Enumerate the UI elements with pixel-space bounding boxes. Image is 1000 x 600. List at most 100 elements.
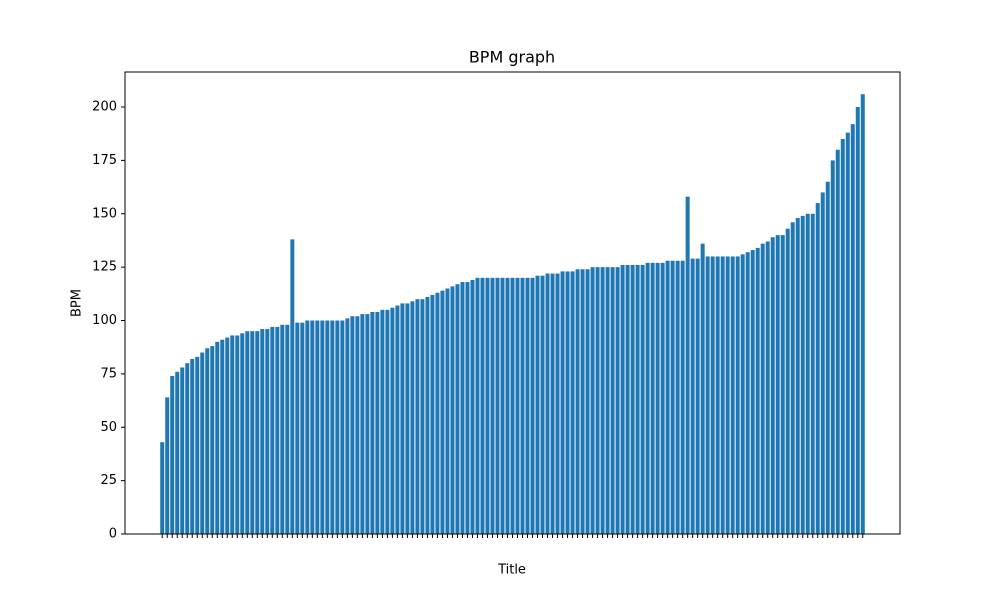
bar: [395, 305, 400, 534]
bar: [710, 256, 715, 534]
bar: [760, 243, 765, 534]
bar: [350, 316, 355, 534]
bar: [260, 329, 265, 534]
bar: [560, 271, 565, 534]
bar: [590, 267, 595, 534]
bar: [720, 256, 725, 534]
bar: [500, 277, 505, 534]
bar: [410, 301, 415, 534]
y-tick-label: 75: [100, 366, 117, 381]
bar: [400, 303, 405, 534]
bar: [605, 267, 610, 534]
y-tick-label: 175: [92, 153, 117, 168]
bar: [540, 275, 545, 534]
bar: [230, 335, 235, 534]
bar: [580, 269, 585, 534]
bar: [735, 256, 740, 534]
bar: [660, 262, 665, 534]
bar: [755, 247, 760, 534]
bar: [665, 260, 670, 534]
bar: [365, 314, 370, 534]
bar: [305, 320, 310, 534]
bar: [700, 243, 705, 534]
bar: [190, 358, 195, 534]
bar: [280, 324, 285, 534]
bar: [330, 320, 335, 534]
bar: [515, 277, 520, 534]
bar: [620, 264, 625, 534]
bar: [360, 314, 365, 534]
bar: [165, 397, 170, 534]
bar: [570, 271, 575, 534]
bar: [405, 303, 410, 534]
bar: [820, 192, 825, 535]
bar: [425, 297, 430, 534]
bar: [240, 333, 245, 534]
bar: [860, 94, 865, 535]
bar: [530, 277, 535, 534]
bar: [810, 213, 815, 534]
bar: [535, 275, 540, 534]
bar: [770, 237, 775, 534]
bar: [670, 260, 675, 534]
bar: [715, 256, 720, 534]
bar: [450, 286, 455, 534]
bar: [205, 348, 210, 534]
bar: [185, 363, 190, 534]
bar: [610, 267, 615, 534]
bar: [255, 331, 260, 534]
bar: [225, 337, 230, 534]
bar: [565, 271, 570, 534]
bar: [320, 320, 325, 534]
bar: [380, 309, 385, 534]
bar: [800, 215, 805, 534]
bar: [490, 277, 495, 534]
y-tick-label: 200: [92, 100, 117, 115]
bar: [175, 371, 180, 534]
bar: [840, 139, 845, 534]
bar: [295, 322, 300, 534]
bar: [525, 277, 530, 534]
bar: [635, 264, 640, 534]
bar: [625, 264, 630, 534]
bar: [215, 341, 220, 534]
bar: [445, 288, 450, 534]
bar: [685, 196, 690, 534]
bar: [790, 222, 795, 534]
bar: [705, 256, 710, 534]
bar: [495, 277, 500, 534]
bar: [385, 309, 390, 534]
bar: [805, 213, 810, 534]
y-tick-label: 25: [100, 473, 117, 488]
bar: [690, 258, 695, 534]
bar: [170, 376, 175, 534]
y-tick-label: 100: [92, 313, 117, 328]
y-tick-label: 150: [92, 206, 117, 221]
bar: [390, 307, 395, 534]
bar: [335, 320, 340, 534]
bar: [730, 256, 735, 534]
bar: [845, 132, 850, 535]
bar: [835, 149, 840, 534]
bar: [815, 203, 820, 534]
bar: [640, 264, 645, 534]
bar: [160, 442, 165, 534]
chart-title: BPM graph: [469, 48, 555, 67]
bar: [740, 254, 745, 534]
bar: [675, 260, 680, 534]
bar: [420, 299, 425, 534]
bar: [265, 329, 270, 534]
bar: [555, 273, 560, 534]
bar: [455, 284, 460, 534]
bar: [650, 262, 655, 534]
bar: [545, 273, 550, 534]
bar: [725, 256, 730, 534]
y-tick-label: 0: [109, 527, 117, 542]
bar: [850, 124, 855, 535]
bar: [785, 228, 790, 534]
bar: [655, 262, 660, 534]
bar: [415, 299, 420, 534]
plot-frame: [124, 71, 901, 535]
bar: [270, 326, 275, 534]
bar: [830, 160, 835, 534]
